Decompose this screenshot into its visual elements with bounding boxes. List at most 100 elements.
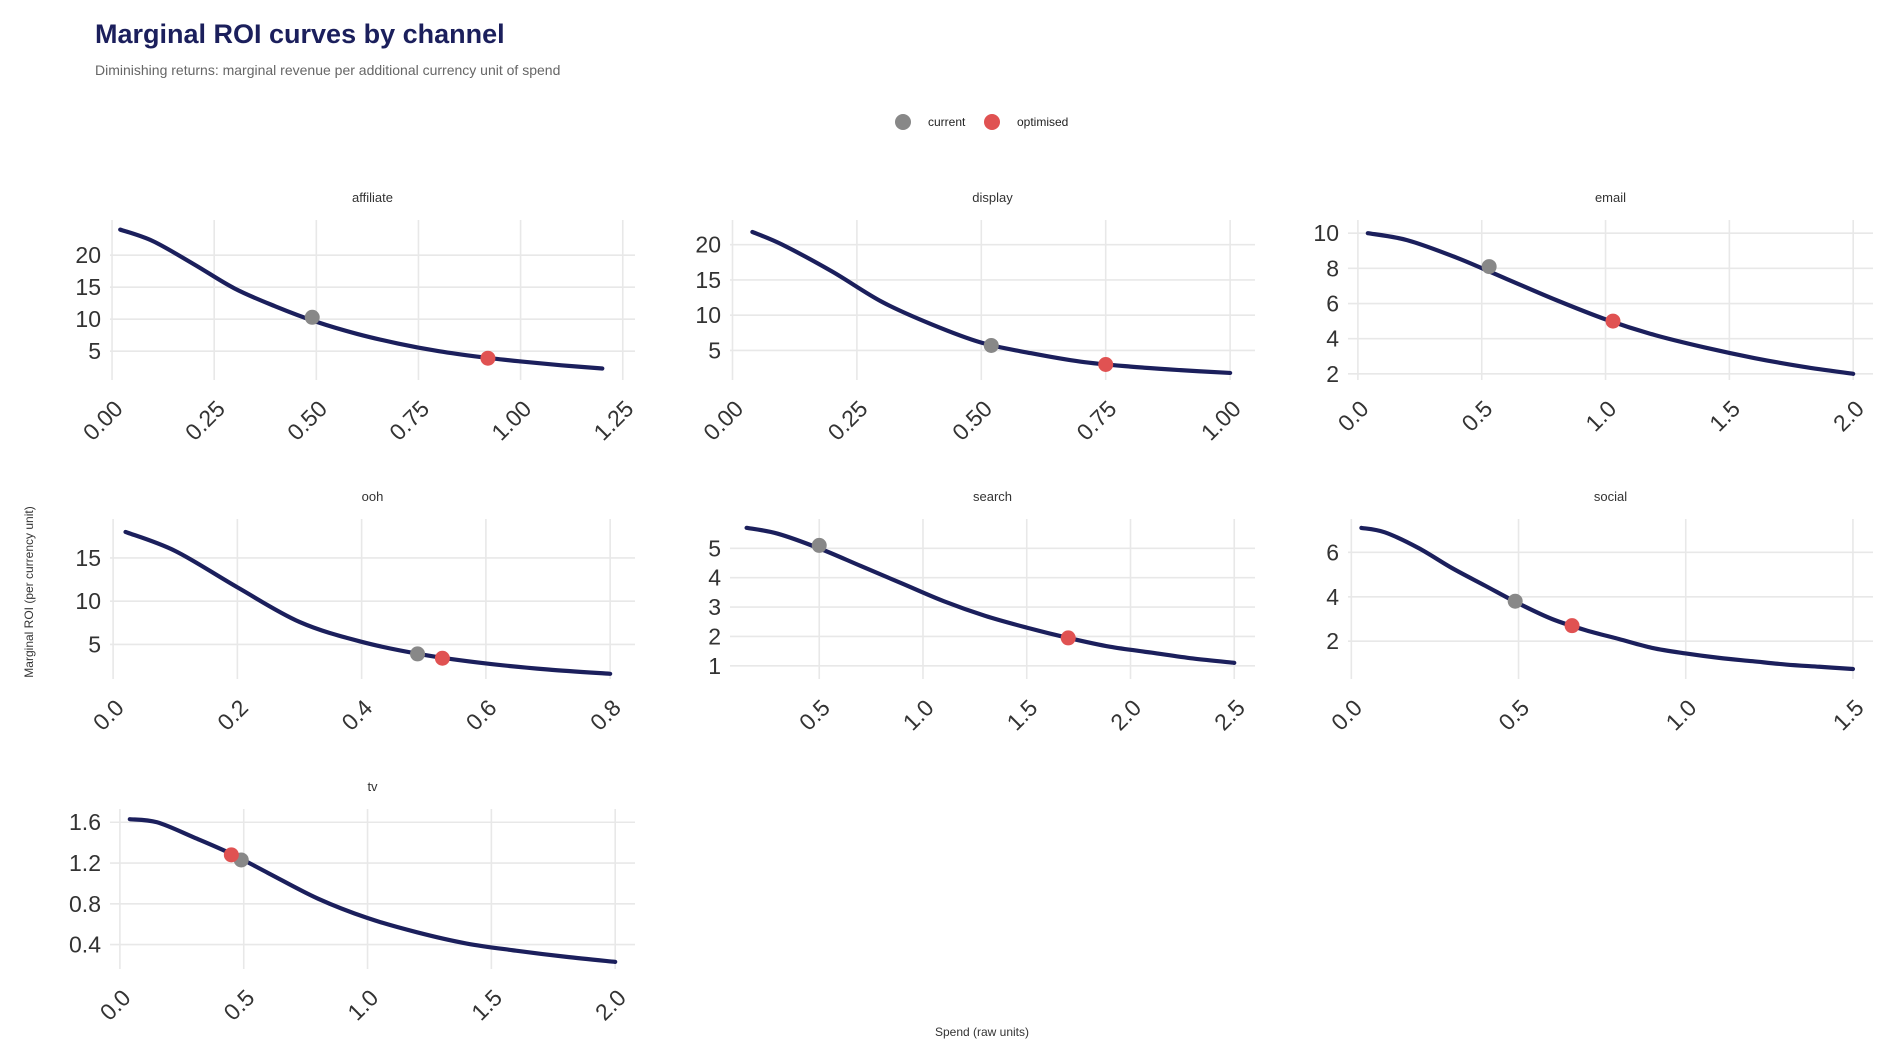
x-tick-label: 0.00 [78,395,128,445]
panel-title: display [972,190,1013,205]
x-tick-label: 1.00 [486,395,536,445]
x-tick-label: 0.50 [947,395,997,445]
current-point [811,537,827,553]
roi-curve [123,529,613,676]
optimised-point [434,650,450,666]
x-tick-label: 0.5 [1493,694,1534,735]
panel-affiliate: affiliate 5 10 15 20 0.00 0.25 0.50 0.75 1.00 1.25 [75,190,638,445]
x-tick-label: 1.0 [1660,694,1701,735]
x-tick-label: 1.5 [466,984,507,1025]
legend-current-label: current [928,115,966,129]
y-tick-label: 1 [708,653,721,679]
x-tick-label: 0.75 [384,395,434,445]
y-tick-label: 10 [75,588,101,614]
current-point [410,646,426,662]
optimised-point [1098,356,1114,372]
current-point [1507,593,1523,609]
panel-title: email [1595,190,1626,205]
x-tick-label: 0.2 [212,694,253,735]
y-tick-label: 6 [1326,539,1339,565]
current-point [1481,259,1497,275]
panel-title: ooh [362,489,384,504]
optimised-point [1060,630,1076,646]
y-tick-label: 3 [708,594,721,620]
roi-curve [1359,525,1856,672]
y-tick-label: 15 [75,545,101,571]
y-tick-label: 1.2 [69,850,101,876]
x-tick-label: 2.0 [1105,694,1146,735]
y-tick-label: 8 [1326,255,1339,281]
y-tick-label: 20 [75,242,101,268]
x-tick-label: 0.5 [794,694,835,735]
x-tick-label: 0.5 [1456,395,1497,436]
panel-social: social 2 4 6 0.0 0.5 1.0 1.5 [1326,489,1873,735]
y-tick-label: 10 [695,302,721,328]
y-axis-title: Marginal ROI (per currency unit) [22,506,36,677]
x-axis-title: Spend (raw units) [935,1025,1029,1039]
panel-title: social [1594,489,1627,504]
x-tick-label: 1.0 [898,694,939,735]
x-tick-label: 1.5 [1828,694,1869,735]
panel-display: display 5 10 15 20 0.00 0.25 0.50 0.75 1.00 [695,190,1255,445]
y-tick-label: 15 [75,274,101,300]
panel-title: affiliate [352,190,393,205]
x-tick-label: 0.4 [336,694,377,735]
x-tick-label: 0.50 [282,395,332,445]
roi-curve [750,229,1233,376]
panel-email: email 2 4 6 8 10 0.0 0.5 1.0 1.5 2.0 [1313,190,1873,436]
current-point [304,309,320,325]
x-tick-label: 1.25 [588,395,638,445]
legend: current optimised [895,114,1068,130]
y-tick-label: 5 [708,535,721,561]
x-tick-label: 2.5 [1209,694,1250,735]
x-tick-label: 1.0 [1580,395,1621,436]
optimised-point [1564,618,1580,634]
x-tick-label: 0.75 [1071,395,1121,445]
chart-title: Marginal ROI curves by channel [95,19,505,49]
x-tick-label: 0.25 [823,395,873,445]
y-tick-label: 10 [75,306,101,332]
y-tick-label: 2 [1326,628,1339,654]
roi-curve [127,817,618,964]
x-tick-label: 0.0 [1333,395,1374,436]
y-tick-label: 15 [695,267,721,293]
y-tick-label: 6 [1326,291,1339,317]
optimised-point [1605,313,1621,329]
x-tick-label: 2.0 [1828,395,1869,436]
legend-optimised-label: optimised [1017,115,1068,129]
optimised-point [223,847,239,863]
y-tick-label: 1.6 [69,809,101,835]
roi-curve [1365,231,1856,376]
x-tick-label: 1.5 [1704,395,1745,436]
y-tick-label: 5 [88,338,101,364]
legend-current-marker [895,114,911,130]
panel-title: search [973,489,1012,504]
legend-optimised-marker [984,114,1000,130]
y-tick-label: 4 [1326,584,1339,610]
y-tick-label: 2 [708,623,721,649]
x-tick-label: 0.0 [95,984,136,1025]
x-tick-label: 1.5 [1001,694,1042,735]
y-tick-label: 0.8 [69,891,101,917]
x-tick-label: 0.0 [1326,694,1367,735]
x-tick-label: 0.5 [218,984,259,1025]
y-tick-label: 4 [708,565,721,591]
chart-subtitle: Diminishing returns: marginal revenue pe… [95,62,560,78]
x-tick-label: 0.25 [180,395,230,445]
x-tick-label: 0.0 [88,694,129,735]
y-tick-label: 0.4 [69,932,101,958]
panel-tv: tv 0.4 0.8 1.2 1.6 0.0 0.5 1.0 1.5 2.0 [69,779,635,1025]
optimised-point [480,350,496,366]
y-tick-label: 4 [1326,326,1339,352]
y-tick-label: 5 [708,337,721,363]
panel-ooh: ooh 5 10 15 0.0 0.2 0.4 0.6 0.8 [75,489,635,735]
y-tick-label: 20 [695,232,721,258]
panel-title: tv [367,779,378,794]
x-tick-label: 0.6 [461,694,502,735]
x-tick-label: 0.8 [585,694,626,735]
roi-curve [118,227,605,371]
x-tick-label: 2.0 [590,984,631,1025]
current-point [983,337,999,353]
